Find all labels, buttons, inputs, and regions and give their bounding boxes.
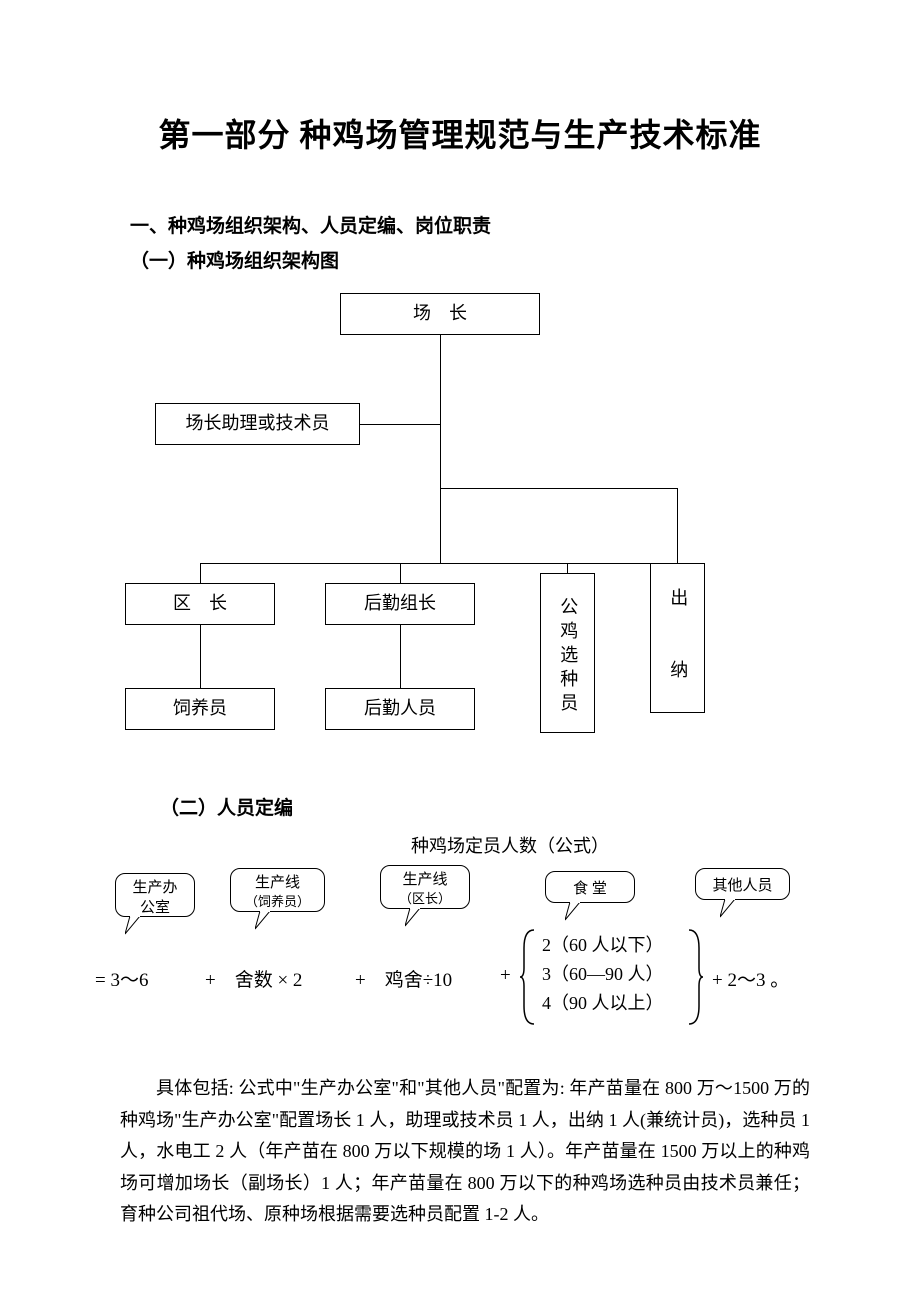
bracket-line1: 2（60 人以下）	[542, 931, 664, 960]
bracket-line3: 4（90 人以上）	[542, 989, 664, 1018]
org-connector-line	[360, 424, 440, 425]
org-connector-line	[567, 563, 568, 573]
callout-other: 其他人员	[695, 876, 790, 896]
callout-area-tail	[405, 908, 425, 928]
bracket-options: 2（60 人以下） 3（60—90 人） 4（90 人以上）	[542, 931, 664, 1017]
body-paragraph: 具体包括: 公式中"生产办公室"和"其他人员"配置为: 年产苗量在 800 万～…	[120, 1073, 810, 1231]
subsection-1-2-heading: （二）人员定编	[160, 793, 820, 820]
callout-feeder-tail	[255, 911, 275, 931]
formula-part3: + 鸡舍÷10	[355, 965, 452, 992]
callout-feeder: 生产线 （饲养员）	[230, 873, 325, 911]
callout-feeder-line2: （饲养员）	[230, 893, 325, 911]
page-title: 第一部分 种鸡场管理规范与生产技术标准	[100, 110, 820, 156]
org-rooster-selector-box: 公鸡选种员	[540, 573, 595, 733]
callout-office: 生产办 公室	[115, 878, 195, 919]
org-connector-line	[200, 563, 201, 583]
subsection-1-1-heading: （一）种鸡场组织架构图	[130, 246, 820, 273]
org-connector-line	[440, 335, 441, 563]
org-feeder-box: 饲养员	[125, 688, 275, 730]
callout-area-line2: （区长）	[380, 890, 470, 908]
org-area-leader-box: 区 长	[125, 583, 275, 625]
org-chart: 场 长 场长助理或技术员 区 长 后勤组长 公鸡选种员 出 纳 饲养员 后勤人员	[100, 293, 820, 763]
callout-area-line1: 生产线	[380, 870, 470, 890]
org-director-box: 场 长	[340, 293, 540, 335]
org-logistics-staff-box: 后勤人员	[325, 688, 475, 730]
org-connector-line	[400, 625, 401, 688]
callout-other-tail	[720, 899, 740, 919]
callout-office-tail	[125, 916, 145, 936]
formula-title: 种鸡场定员人数（公式）	[200, 832, 820, 858]
org-connector-line	[200, 625, 201, 688]
org-assistant-box: 场长助理或技术员	[155, 403, 360, 445]
callout-canteen-line1: 食 堂	[545, 879, 635, 899]
formula-area: 生产办 公室 生产线 （饲养员） 生产线 （区长） 食 堂 其他人员 = 3～6…	[100, 873, 820, 1053]
formula-part2: + 舍数 × 2	[205, 965, 302, 992]
callout-other-line1: 其他人员	[695, 876, 790, 896]
formula-plus4: +	[500, 965, 511, 987]
org-cashier-box: 出 纳	[650, 563, 705, 713]
formula-part5: + 2～3 。	[712, 965, 789, 992]
bracket-line2: 3（60—90 人）	[542, 960, 664, 989]
callout-canteen-tail	[565, 902, 585, 922]
right-brace	[685, 928, 703, 1026]
formula-part1: = 3～6	[95, 965, 148, 992]
callout-feeder-line1: 生产线	[230, 873, 325, 893]
callout-office-line2: 公室	[115, 898, 195, 918]
callout-canteen: 食 堂	[545, 879, 635, 899]
callout-area: 生产线 （区长）	[380, 870, 470, 908]
org-connector-line	[200, 563, 678, 564]
left-brace	[520, 928, 538, 1026]
org-connector-line	[400, 563, 401, 583]
org-connector-line	[677, 488, 678, 563]
org-connector-line	[440, 488, 678, 489]
section-1-heading: 一、种鸡场组织架构、人员定编、岗位职责	[130, 211, 820, 238]
org-logistics-leader-box: 后勤组长	[325, 583, 475, 625]
callout-office-line1: 生产办	[115, 878, 195, 898]
